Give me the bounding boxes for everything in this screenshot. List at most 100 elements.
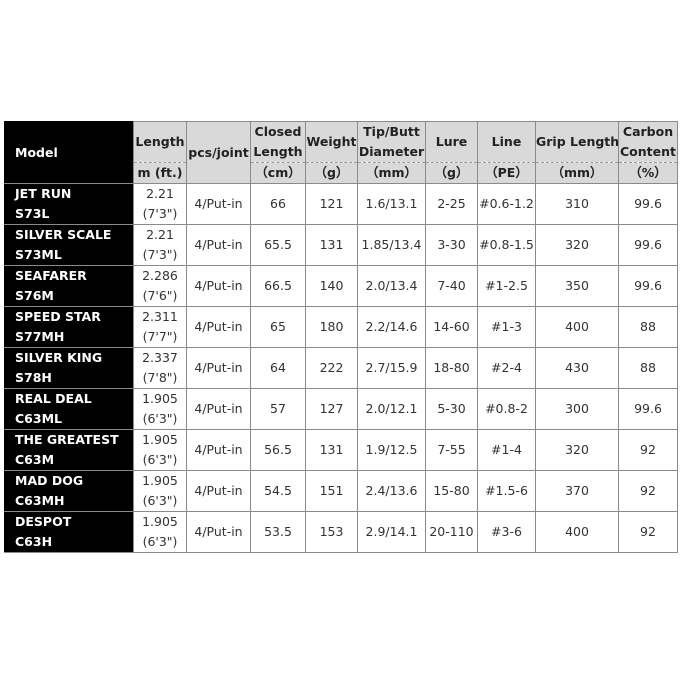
- grip-cell: 310: [535, 183, 619, 225]
- model-name: JET RUN: [15, 186, 72, 201]
- length-m: 2.311: [142, 309, 178, 324]
- lure-cell: 15-80: [425, 470, 478, 512]
- header-label: Diameter: [358, 144, 425, 159]
- model-cell: SILVER SCALE S73ML: [4, 224, 134, 266]
- model-cell: DESPOT C63H: [4, 511, 134, 553]
- line-cell: #0.6-1.2: [477, 183, 536, 225]
- table-row: JET RUN S73L 2.21 (7'3") 4/Put-in 66 121 1.6/13…: [4, 183, 678, 225]
- pcs-cell: 4/Put-in: [186, 183, 251, 225]
- carbon-cell: 92: [618, 470, 678, 512]
- weight-cell: 140: [305, 265, 358, 307]
- model-name: DESPOT: [15, 514, 72, 529]
- lure-cell: 5-30: [425, 388, 478, 430]
- pcs-cell: 4/Put-in: [186, 306, 251, 348]
- model-name: SPEED STAR: [15, 309, 101, 324]
- grip-cell: 430: [535, 347, 619, 389]
- line-cell: #3-6: [477, 511, 536, 553]
- header-label: Weight: [306, 134, 357, 149]
- length-cell: 2.311 (7'7"): [133, 306, 187, 348]
- pcs-cell: 4/Put-in: [186, 470, 251, 512]
- diameter-cell: 1.9/12.5: [357, 429, 426, 471]
- length-m: 2.286: [142, 268, 178, 283]
- pcs-cell: 4/Put-in: [186, 347, 251, 389]
- column-header: Lure: [425, 121, 478, 163]
- model-code: S76M: [15, 288, 54, 303]
- carbon-cell: 99.6: [618, 183, 678, 225]
- grip-cell: 400: [535, 306, 619, 348]
- table-row: SEAFARER S76M 2.286 (7'6") 4/Put-in 66.5 140 2.…: [4, 265, 678, 307]
- length-cell: 1.905 (6'3"): [133, 429, 187, 471]
- grip-cell: 400: [535, 511, 619, 553]
- table-row: SILVER SCALE S73ML 2.21 (7'3") 4/Put-in 65.5 1…: [4, 224, 678, 266]
- column-header: Weight: [305, 121, 358, 163]
- model-code: S73L: [15, 206, 50, 221]
- length-cell: 2.21 (7'3"): [133, 224, 187, 266]
- carbon-cell: 92: [618, 511, 678, 553]
- model-code: S77MH: [15, 329, 65, 344]
- model-code: S78H: [15, 370, 52, 385]
- model-name: SILVER SCALE: [15, 227, 112, 242]
- model-code: C63H: [15, 534, 53, 549]
- header-label: Length: [135, 134, 185, 149]
- closed-cell: 64: [250, 347, 306, 389]
- unit-label: （PE）: [477, 162, 536, 184]
- length-ft: (6'3"): [142, 411, 178, 426]
- header-label: Length: [253, 144, 303, 159]
- line-cell: #2-4: [477, 347, 536, 389]
- header-label: Tip/Butt: [363, 124, 420, 139]
- header-label: pcs/joint: [188, 144, 249, 160]
- line-cell: #1-2.5: [477, 265, 536, 307]
- column-header: pcs/joint: [186, 121, 251, 184]
- pcs-cell: 4/Put-in: [186, 265, 251, 307]
- unit-label: m (ft.): [133, 162, 187, 184]
- unit-label: （g）: [425, 162, 478, 184]
- carbon-cell: 88: [618, 306, 678, 348]
- weight-cell: 222: [305, 347, 358, 389]
- diameter-cell: 1.85/13.4: [357, 224, 426, 266]
- header-row: Model Length pcs/joint Closed Length Weight Ti…: [4, 121, 678, 184]
- model-cell: SEAFARER S76M: [4, 265, 134, 307]
- column-header: Carbon Content: [618, 121, 678, 163]
- weight-cell: 131: [305, 429, 358, 471]
- line-cell: #0.8-2: [477, 388, 536, 430]
- unit-label: （g）: [305, 162, 358, 184]
- length-ft: (7'3"): [142, 247, 178, 262]
- weight-cell: 180: [305, 306, 358, 348]
- length-ft: (7'7"): [142, 329, 178, 344]
- diameter-cell: 2.2/14.6: [357, 306, 426, 348]
- header-label: Grip Length: [536, 134, 619, 149]
- pcs-cell: 4/Put-in: [186, 511, 251, 553]
- lure-cell: 7-55: [425, 429, 478, 471]
- header-label: Content: [620, 144, 676, 159]
- table-row: THE GREATEST C63M 1.905 (6'3") 4/Put-in 56.5 1…: [4, 429, 678, 471]
- closed-cell: 66.5: [250, 265, 306, 307]
- lure-cell: 3-30: [425, 224, 478, 266]
- header-label: Model: [15, 144, 58, 160]
- pcs-cell: 4/Put-in: [186, 224, 251, 266]
- diameter-cell: 2.9/14.1: [357, 511, 426, 553]
- model-cell: SPEED STAR S77MH: [4, 306, 134, 348]
- lure-cell: 18-80: [425, 347, 478, 389]
- diameter-cell: 2.0/12.1: [357, 388, 426, 430]
- length-ft: (6'3"): [142, 493, 178, 508]
- column-header: Tip/Butt Diameter: [357, 121, 426, 163]
- model-cell: REAL DEAL C63ML: [4, 388, 134, 430]
- carbon-cell: 99.6: [618, 388, 678, 430]
- length-ft: (6'3"): [142, 534, 178, 549]
- closed-cell: 57: [250, 388, 306, 430]
- pcs-cell: 4/Put-in: [186, 429, 251, 471]
- pcs-cell: 4/Put-in: [186, 388, 251, 430]
- model-name: THE GREATEST: [15, 432, 119, 447]
- length-m: 1.905: [142, 473, 178, 488]
- closed-cell: 54.5: [250, 470, 306, 512]
- header-label: Closed: [254, 124, 302, 139]
- length-cell: 2.337 (7'8"): [133, 347, 187, 389]
- line-cell: #1-4: [477, 429, 536, 471]
- grip-cell: 300: [535, 388, 619, 430]
- table-row: SPEED STAR S77MH 2.311 (7'7") 4/Put-in 65 180 2…: [4, 306, 678, 348]
- carbon-cell: 99.6: [618, 224, 678, 266]
- model-cell: JET RUN S73L: [4, 183, 134, 225]
- length-m: 1.905: [142, 391, 178, 406]
- unit-label: （mm）: [357, 162, 426, 184]
- carbon-cell: 99.6: [618, 265, 678, 307]
